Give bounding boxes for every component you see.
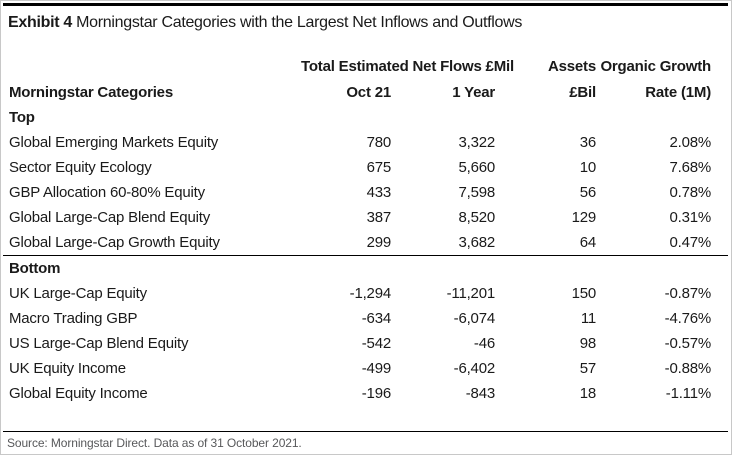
assets-cell: 36 [579,134,596,151]
oct21-cell: 433 [366,184,392,201]
growth-cell: 7.68% [669,159,711,176]
assets-cell: 11 [580,310,596,327]
1year-cell: 7,598 [458,184,495,201]
category-cell: Sector Equity Ecology [9,159,152,176]
oct21-cell: 387 [366,209,392,226]
exhibit-title-text: Morningstar Categories with the Largest … [76,14,523,31]
growth-cell: 0.78% [669,184,711,201]
growth-cell: 0.31% [669,209,711,226]
category-cell: GBP Allocation 60-80% Equity [9,184,205,201]
oct21-cell: -196 [361,385,391,402]
section-label: Top [9,109,35,126]
assets-cell: 56 [579,184,596,201]
header-categories: Morningstar Categories [9,83,173,101]
header-assets-bottom: £Bil [569,83,596,101]
exhibit-title: Exhibit 4 Morningstar Categories with th… [1,6,731,33]
table-header-row: Morningstar Categories Oct 21 1 Year £Bi… [1,79,731,105]
growth-cell: -1.11% [665,385,711,402]
growth-cell: -0.87% [664,285,712,302]
category-cell: US Large-Cap Blend Equity [9,335,189,352]
exhibit-label: Exhibit 4 [8,14,72,31]
growth-cell: 2.08% [669,134,711,151]
section-divider [3,255,728,256]
growth-cell: -4.76% [664,310,712,327]
1year-cell: -6,074 [453,310,496,327]
table-header-row-group: Total Estimated Net Flows £Mil Assets Or… [1,53,731,79]
table-row: Global Large-Cap Growth Equity 299 3,682… [1,230,731,255]
table-row: UK Equity Income -499 -6,402 57 -0.88% [1,356,731,381]
growth-cell: -0.88% [664,360,712,377]
1year-cell: -11,201 [446,285,496,302]
header-oct21: Oct 21 [346,83,391,101]
oct21-cell: 780 [366,134,392,151]
footer: Source: Morningstar Direct. Data as of 3… [1,431,731,454]
oct21-cell: -542 [361,335,391,352]
table-row: GBP Allocation 60-80% Equity 433 7,598 5… [1,180,731,205]
section-label: Bottom [9,260,61,277]
flows-table: Total Estimated Net Flows £Mil Assets Or… [1,53,731,406]
top-rule [3,3,728,6]
header-growth-top: Organic Growth [600,57,711,75]
category-cell: Global Equity Income [9,385,148,402]
footer-divider [3,431,728,432]
1year-cell: -843 [465,385,495,402]
category-cell: Global Large-Cap Growth Equity [9,234,220,251]
assets-cell: 98 [579,335,596,352]
category-cell: Macro Trading GBP [9,310,138,327]
table-row: Global Large-Cap Blend Equity 387 8,520 … [1,205,731,230]
assets-cell: 64 [579,234,596,251]
oct21-cell: 675 [366,159,392,176]
1year-cell: 5,660 [458,159,495,176]
source-note: Source: Morningstar Direct. Data as of 3… [7,436,302,450]
assets-cell: 57 [579,360,596,377]
category-cell: UK Equity Income [9,360,126,377]
category-cell: UK Large-Cap Equity [9,285,147,302]
header-1year: 1 Year [452,83,495,101]
table-row: Global Equity Income -196 -843 18 -1.11% [1,381,731,406]
1year-cell: 8,520 [458,209,495,226]
section-header-bottom: Bottom [1,256,731,281]
assets-cell: 18 [579,385,596,402]
growth-cell: -0.57% [664,335,712,352]
1year-cell: 3,322 [458,134,495,151]
1year-cell: -46 [473,335,495,352]
table-row: Macro Trading GBP -634 -6,074 11 -4.76% [1,306,731,331]
category-cell: Global Large-Cap Blend Equity [9,209,210,226]
oct21-cell: -499 [361,360,391,377]
category-cell: Global Emerging Markets Equity [9,134,219,151]
section-header-top: Top [1,105,731,130]
table-row: Global Emerging Markets Equity 780 3,322… [1,130,731,155]
assets-cell: 150 [571,285,597,302]
assets-cell: 129 [571,209,597,226]
oct21-cell: 299 [366,234,392,251]
assets-cell: 10 [579,159,596,176]
oct21-cell: -1,294 [349,285,392,302]
header-growth-bottom: Rate (1M) [645,83,711,101]
table-row: Sector Equity Ecology 675 5,660 10 7.68% [1,155,731,180]
table-row: UK Large-Cap Equity -1,294 -11,201 150 -… [1,281,731,306]
1year-cell: 3,682 [458,234,495,251]
oct21-cell: -634 [361,310,391,327]
1year-cell: -6,402 [453,360,496,377]
table-row: US Large-Cap Blend Equity -542 -46 98 -0… [1,331,731,356]
header-assets-top: Assets [548,57,596,75]
growth-cell: 0.47% [669,234,711,251]
header-flows-group: Total Estimated Net Flows £Mil [301,57,514,75]
